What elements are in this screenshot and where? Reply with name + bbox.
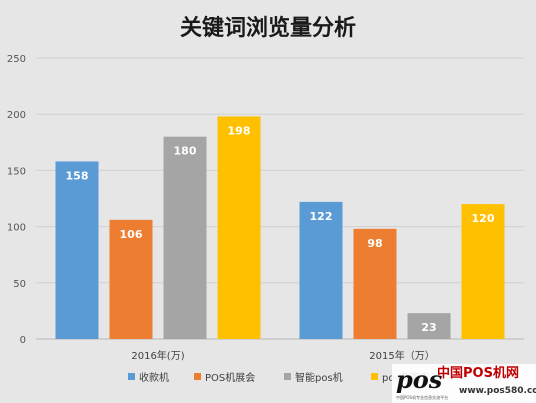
watermark-tagline: 中国POS机专业信息交流平台 <box>396 394 448 400</box>
x-category-label: 2015年（万） <box>369 349 434 362</box>
y-tick-label: 50 <box>13 279 26 290</box>
bar <box>299 201 343 339</box>
y-tick-label: 200 <box>7 110 26 121</box>
data-label: 158 <box>66 169 89 182</box>
bar <box>353 228 397 339</box>
data-label: 98 <box>367 237 382 250</box>
data-label: 23 <box>421 321 436 334</box>
y-tick-label: 0 <box>20 335 26 346</box>
y-tick-label: 100 <box>7 223 26 234</box>
gridlines <box>36 57 524 340</box>
y-axis-ticks: 0 50 100 150 200 250 <box>7 54 26 346</box>
legend-swatch <box>371 373 378 380</box>
bar <box>163 136 207 339</box>
chart-title: 关键词浏览量分析 <box>180 15 356 41</box>
legend-label: 收款机 <box>139 371 169 384</box>
y-tick-label: 150 <box>7 166 26 177</box>
data-label: 180 <box>174 145 197 158</box>
legend-swatch <box>284 373 291 380</box>
bar <box>407 313 451 339</box>
data-label: 106 <box>120 228 143 241</box>
bar <box>109 219 153 339</box>
bars <box>55 116 505 339</box>
legend: 收款机POS机展会智能pos机pos费率表 <box>128 371 430 384</box>
data-label: 120 <box>472 212 495 225</box>
x-axis-categories: 2016年(万) 2015年（万） <box>131 349 434 362</box>
legend-swatch <box>194 373 201 380</box>
bar <box>217 116 261 339</box>
y-tick-label: 250 <box>7 54 26 65</box>
watermark-site-name: 中国POS机网 <box>437 365 519 381</box>
data-labels: 158 106 180 198 122 98 23 120 <box>66 124 495 334</box>
data-label: 122 <box>310 210 333 223</box>
watermark-logo-mark: pos <box>396 365 443 394</box>
bar <box>461 204 505 339</box>
bar <box>55 161 99 339</box>
x-category-label: 2016年(万) <box>131 349 184 362</box>
watermark-site-url: www.pos580.com <box>459 386 536 396</box>
legend-label: POS机展会 <box>205 371 255 384</box>
legend-swatch <box>128 373 135 380</box>
legend-label: 智能pos机 <box>295 371 343 384</box>
watermark-logo: pos 中国POS机网 www.pos580.com 中国POS机专业信息交流平… <box>392 364 536 403</box>
data-label: 198 <box>228 124 251 137</box>
